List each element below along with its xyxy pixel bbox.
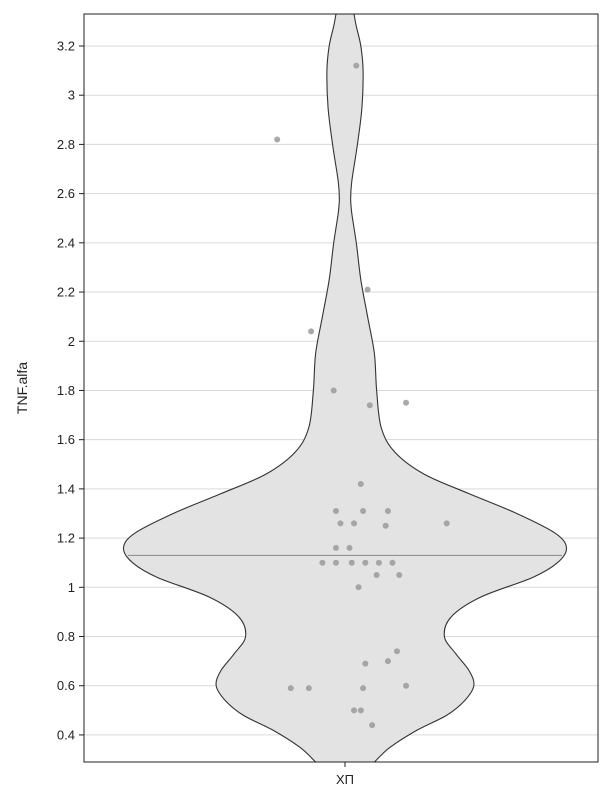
data-point xyxy=(346,544,353,551)
y-tick-label: 3.2 xyxy=(57,38,75,53)
data-point xyxy=(332,508,339,515)
y-tick-label: 0.4 xyxy=(57,727,75,742)
data-point xyxy=(360,508,367,515)
data-point xyxy=(274,136,281,143)
y-tick-label: 0.6 xyxy=(57,678,75,693)
y-tick-label: 0.8 xyxy=(57,629,75,644)
data-point xyxy=(351,707,358,714)
data-point xyxy=(305,685,312,692)
data-point xyxy=(353,62,360,69)
data-point xyxy=(369,722,376,729)
plot-frame xyxy=(83,13,599,763)
y-tick-label: 1.4 xyxy=(57,481,75,496)
data-point xyxy=(360,685,367,692)
data-point xyxy=(357,707,364,714)
data-point xyxy=(389,559,396,566)
violin-body xyxy=(122,13,568,763)
data-point xyxy=(362,660,369,667)
data-point xyxy=(337,520,344,527)
data-point xyxy=(362,559,369,566)
data-point xyxy=(403,682,410,689)
data-point xyxy=(351,520,358,527)
data-point xyxy=(330,387,337,394)
y-tick-label: 2.2 xyxy=(57,285,75,300)
data-point xyxy=(364,286,371,293)
data-points xyxy=(274,62,450,729)
data-point xyxy=(373,572,380,578)
y-tick-label: 2.4 xyxy=(57,235,75,250)
y-tick-label: 2.6 xyxy=(57,186,75,201)
data-point xyxy=(332,544,339,551)
y-axis-ticks: 0.4 0.6 0.8 1 1.2 1.4 1.6 1.8 2 2.2 2.4 2.6 2.8 3 3.2 xyxy=(57,38,84,742)
data-point xyxy=(403,399,410,406)
y-axis-title: TNF.alfa xyxy=(14,362,30,414)
data-point xyxy=(366,402,373,409)
y-tick-label: 2.8 xyxy=(57,137,75,152)
data-point xyxy=(384,658,391,665)
y-tick-label: 2 xyxy=(68,334,75,349)
y-tick-label: 1.8 xyxy=(57,383,75,398)
data-point xyxy=(443,520,450,527)
data-point xyxy=(384,508,391,515)
data-point xyxy=(308,328,315,335)
data-point xyxy=(375,559,382,566)
y-tick-label: 3 xyxy=(68,88,75,103)
y-tick-label: 1.2 xyxy=(57,531,75,546)
data-point xyxy=(348,559,355,566)
data-point xyxy=(319,559,326,566)
data-point xyxy=(355,584,362,591)
data-point xyxy=(396,572,403,578)
data-point xyxy=(393,648,400,655)
data-point xyxy=(382,522,389,529)
data-point xyxy=(357,480,364,487)
data-point xyxy=(287,685,294,692)
y-tick-label: 1 xyxy=(68,580,75,595)
x-category-label: ХП xyxy=(336,772,354,787)
data-point xyxy=(332,559,339,566)
y-tick-label: 1.6 xyxy=(57,432,75,447)
